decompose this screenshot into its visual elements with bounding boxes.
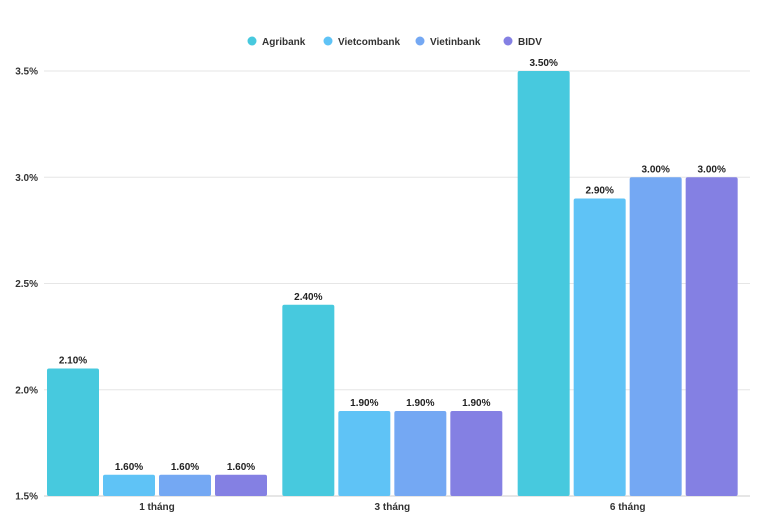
bar <box>282 304 335 496</box>
legend-item[interactable]: Vietcombank <box>323 36 401 49</box>
data-label: 1.90% <box>462 398 490 409</box>
bar <box>338 411 391 496</box>
x-axis-categories: 1 tháng 3 tháng 6 tháng <box>139 502 645 513</box>
data-label: 1.60% <box>227 462 255 473</box>
data-label: 3.00% <box>641 164 669 175</box>
x-category-label: 1 tháng <box>139 502 175 513</box>
data-label: 2.10% <box>59 356 87 367</box>
data-label: 2.40% <box>294 292 322 303</box>
data-label: 2.90% <box>585 186 613 197</box>
data-label: 1.60% <box>171 462 199 473</box>
bar <box>103 474 155 496</box>
legend-label: BIDV <box>518 37 542 48</box>
legend-label: Agribank <box>262 37 306 48</box>
bar <box>159 474 211 496</box>
bar <box>685 177 738 496</box>
legend-label: Vietcombank <box>338 37 400 48</box>
y-tick-label: 1.5% <box>15 492 38 503</box>
y-axis-ticks: 1.5% 2.0% 2.5% 3.0% 3.5% <box>15 67 38 503</box>
legend-swatch <box>247 36 257 46</box>
bar <box>573 198 626 496</box>
bar <box>629 177 682 496</box>
bar <box>215 474 267 496</box>
legend-item[interactable]: Agribank <box>247 36 306 49</box>
y-tick-label: 3.0% <box>15 173 38 184</box>
data-labels: 2.10% 1.60% 1.60% 1.60% 2.40% 1.90% 1.90% 1.90%… <box>59 58 726 473</box>
y-tick-label: 2.5% <box>15 279 38 290</box>
legend-swatch <box>415 36 425 46</box>
data-label: 1.60% <box>115 462 143 473</box>
bar <box>517 71 570 496</box>
data-label: 1.90% <box>350 398 378 409</box>
bar <box>47 368 99 496</box>
legend-item[interactable]: BIDV <box>503 36 543 49</box>
legend-label: Vietinbank <box>430 37 481 48</box>
x-category-label: 3 tháng <box>375 502 411 513</box>
y-tick-label: 2.0% <box>15 385 38 396</box>
legend-swatch <box>503 36 513 46</box>
data-label: 3.00% <box>697 164 725 175</box>
data-label: 3.50% <box>529 58 557 69</box>
x-category-label: 6 tháng <box>610 502 646 513</box>
bars <box>47 71 738 496</box>
bar <box>394 411 447 496</box>
data-label: 1.90% <box>406 398 434 409</box>
y-tick-label: 3.5% <box>15 67 38 78</box>
legend-swatch <box>323 36 333 46</box>
legend: Agribank Vietcombank Vietinbank BIDV <box>247 36 543 49</box>
bar <box>450 411 503 496</box>
legend-item[interactable]: Vietinbank <box>415 36 481 49</box>
